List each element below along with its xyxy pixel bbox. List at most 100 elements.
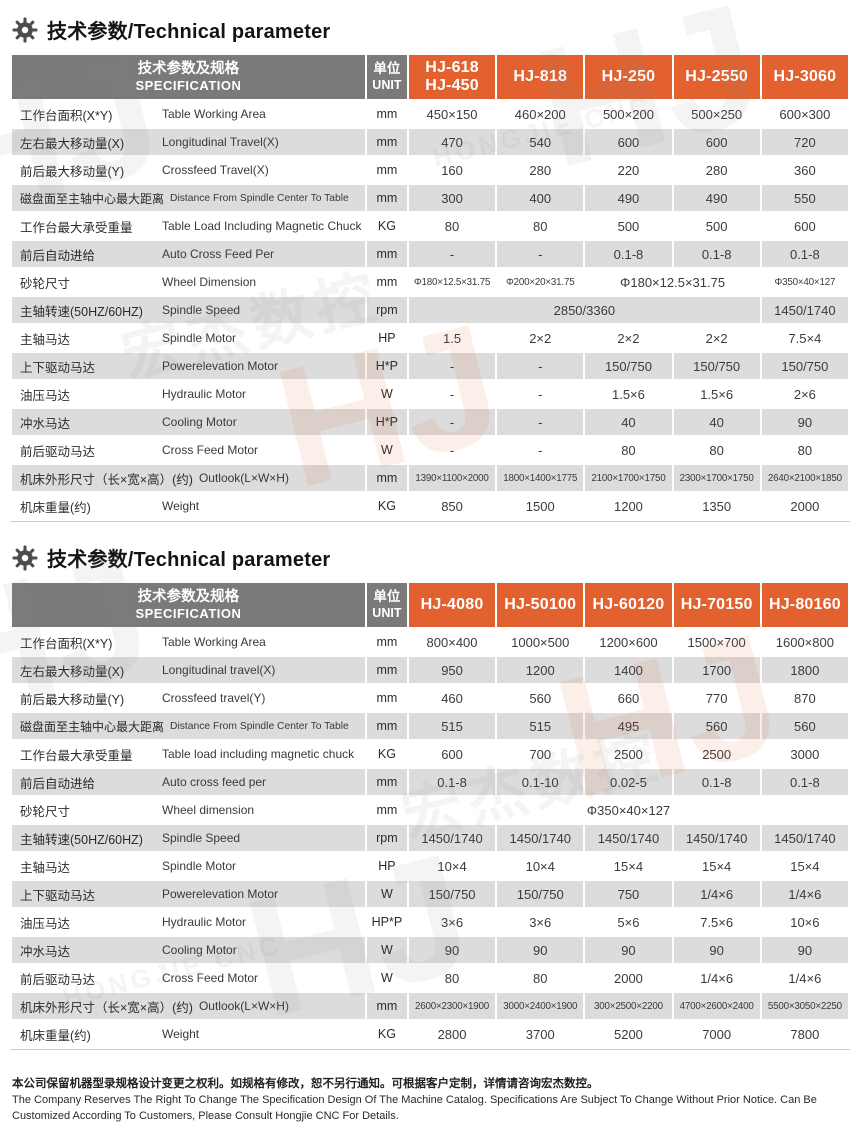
value-cell: 80	[497, 965, 584, 991]
value-cell: 0.1-8	[673, 769, 760, 795]
value-cell: 2×2	[673, 325, 760, 351]
value-cell: 1500	[497, 493, 584, 519]
value-cell: 40	[673, 409, 760, 435]
value-cell: 600×300	[761, 101, 848, 127]
value-cell: 1.5×6	[673, 381, 760, 407]
value-cell: 15×4	[761, 853, 848, 879]
value-cell: 0.1-8	[673, 241, 760, 267]
value-cell: 2×2	[585, 325, 672, 351]
param-label-cell: 工作台最大承受重量 Table load including magnetic c…	[12, 741, 365, 767]
param-label-en: Cross Feed Motor	[162, 443, 259, 457]
param-label-cn: 工作台最大承受重量	[20, 220, 133, 235]
table-row: 前后最大移动量(Y) Crossfeed travel(Y) mm 460 560 660…	[12, 685, 848, 711]
value-cell: 1200	[585, 493, 672, 519]
param-label: 前后最大移动量(Y) Crossfeed travel(Y)	[12, 689, 365, 708]
param-label-cell: 主轴转速(50HZ/60HZ) Spindle Speed	[12, 825, 365, 851]
value-cell: 1200×600	[585, 629, 672, 655]
value-cell: 600	[408, 741, 496, 767]
param-label-en: Spindle Motor	[162, 331, 237, 345]
param-label: 油压马达 Hydraulic Motor	[12, 913, 365, 932]
param-label-cell: 砂轮尺寸 Wheel Dimension	[12, 269, 365, 295]
param-label-cell: 冲水马达 Cooling Motor	[12, 409, 365, 435]
value-cell: 80	[761, 437, 848, 463]
param-label-cn: 主轴马达	[20, 860, 71, 875]
table-row: 砂轮尺寸 Wheel Dimension mm Φ180×12.5×31.75 Φ200…	[12, 269, 848, 295]
value-cell: 90	[673, 937, 760, 963]
param-label-en: Spindle Speed	[162, 303, 241, 317]
table-row: 前后最大移动量(Y) Crossfeed Travel(X) mm 160 280 220…	[12, 157, 848, 183]
param-label-en: Cooling Motor	[162, 943, 237, 957]
value-cell: 3×6	[497, 909, 584, 935]
param-label-cell: 前后最大移动量(Y) Crossfeed travel(Y)	[12, 685, 365, 711]
unit-header-en: UNIT	[372, 605, 402, 620]
value-cell: 10×4	[497, 853, 584, 879]
param-label-en: Hydraulic Motor	[162, 387, 247, 401]
value-cell: Φ350×40×127	[761, 269, 848, 295]
value-cell: 550	[761, 185, 848, 211]
value-cell: 500	[585, 213, 672, 239]
value-cell: 150/750	[408, 881, 496, 907]
param-label-cn: 主轴转速(50HZ/60HZ)	[20, 832, 143, 847]
param-label-cell: 主轴马达 Spindle Motor	[12, 325, 365, 351]
value-cell: 2800	[408, 1021, 496, 1047]
param-label: 前后自动进给 Auto cross feed per	[12, 773, 365, 792]
value-cell: 800×400	[408, 629, 496, 655]
param-label-cn: 前后自动进给	[20, 776, 96, 791]
value-cell: 5×6	[585, 909, 672, 935]
value-cell: 2000	[585, 965, 672, 991]
param-label-en: Distance From Spindle Center To Table	[170, 192, 349, 204]
unit-cell: H*P	[366, 353, 407, 379]
param-label-cell: 左右最大移动量(X) Longitudinal Travel(X)	[12, 129, 365, 155]
param-label-cell: 前后自动进给 Auto cross feed per	[12, 769, 365, 795]
table-row: 工作台最大承受重量 Table load including magnetic c…	[12, 741, 848, 767]
value-cell: 10×6	[761, 909, 848, 935]
unit-cell: W	[366, 965, 407, 991]
unit-cell: rpm	[366, 297, 407, 323]
value-cell: 1400	[585, 657, 672, 683]
param-label: 前后驱动马达 Cross Feed Motor	[12, 441, 365, 460]
param-label-en: Table Working Area	[162, 107, 266, 121]
value-cell: 1800	[761, 657, 848, 683]
param-label: 冲水马达 Cooling Motor	[12, 941, 365, 960]
value-cell: 560	[761, 713, 848, 739]
model-header-cell: HJ-70150	[673, 583, 760, 627]
param-label-en: Outlook(L×W×H)	[198, 471, 289, 485]
value-cell: -	[497, 437, 584, 463]
unit-cell: mm	[366, 685, 407, 711]
table-row: 油压马达 Hydraulic Motor W - -1.5×6 1.5×6 2×6	[12, 381, 848, 407]
value-cell: 15×4	[673, 853, 760, 879]
table-row: 主轴马达 Spindle Motor HP 1.5 2×2 2×2 2×2 7.5×4	[12, 325, 848, 351]
param-label-cell: 主轴转速(50HZ/60HZ) Spindle Speed	[12, 297, 365, 323]
value-cell: 90	[761, 409, 848, 435]
value-cell: 1/4×6	[673, 965, 760, 991]
value-cell: 280	[497, 157, 584, 183]
param-label-cell: 工作台最大承受重量 Table Load Including Magnetic C…	[12, 213, 365, 239]
param-label-cn: 磁盘面至主轴中心最大距离	[20, 719, 165, 734]
param-label-en: Table load including magnetic chuck	[162, 747, 355, 761]
table-row: 工作台面积(X*Y) Table Working Area mm 800×400 100…	[12, 629, 848, 655]
value-cell: 0.1-8	[761, 769, 848, 795]
param-label: 砂轮尺寸 Wheel Dimension	[12, 273, 365, 292]
value-cell: 0.1-8	[585, 241, 672, 267]
table-row: 磁盘面至主轴中心最大距离 Distance From Spindle Center…	[12, 713, 848, 739]
param-label: 前后自动进给 Auto Cross Feed Per	[12, 245, 365, 264]
value-cell: 1450/1740	[761, 297, 848, 323]
value-cell: 150/750	[585, 353, 672, 379]
value-cell: -	[408, 381, 496, 407]
param-label-cn: 工作台最大承受重量	[20, 748, 133, 763]
param-label-cell: 磁盘面至主轴中心最大距离 Distance From Spindle Center…	[12, 713, 365, 739]
value-cell: 2640×2100×1850	[761, 465, 848, 491]
param-label-cell: 前后最大移动量(Y) Crossfeed Travel(X)	[12, 157, 365, 183]
value-cell: 1450/1740	[408, 825, 496, 851]
value-cell: 515	[497, 713, 584, 739]
param-label: 上下驱动马达 Powerelevation Motor	[12, 885, 365, 904]
value-cell: 850	[408, 493, 496, 519]
value-cell: 1.5×6	[585, 381, 672, 407]
value-cell: 0.1-8	[761, 241, 848, 267]
table-row: 冲水马达 Cooling Motor H*P - -40 40 90	[12, 409, 848, 435]
value-cell: 460×200	[497, 101, 584, 127]
table-row: 左右最大移动量(X) Longitudinal travel(X) mm 950 120…	[12, 657, 848, 683]
value-cell: 1200	[497, 657, 584, 683]
param-label-cn: 前后最大移动量(Y)	[20, 164, 125, 179]
value-cell: 1700	[673, 657, 760, 683]
